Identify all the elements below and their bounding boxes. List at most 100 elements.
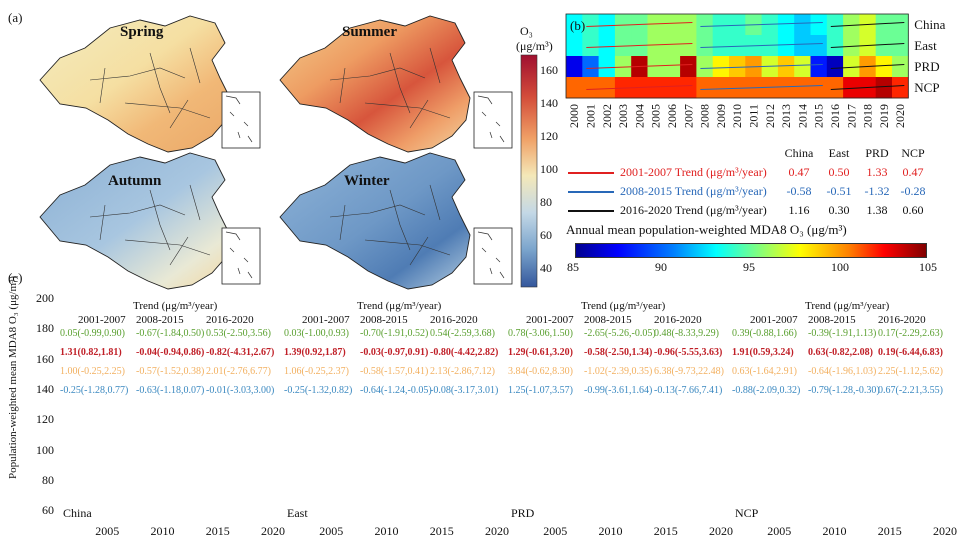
heatmap-cell bbox=[566, 77, 583, 99]
trend-value-cell: -1.02(-2.39,0.35) bbox=[584, 366, 653, 377]
heatmap-cell bbox=[843, 56, 860, 78]
chart-region-name: East bbox=[287, 506, 308, 520]
trend-value-cell: -0.57(-1.52,0.38) bbox=[136, 366, 205, 377]
heatmap-cell bbox=[680, 14, 697, 36]
trend-value-cell: -0.88(-2.09,0.32) bbox=[732, 385, 801, 396]
panel-a-colorbar-units: (μg/m³) bbox=[516, 39, 553, 53]
trend-value-cell: 1.91(0.59,3.24) bbox=[732, 347, 794, 358]
heatmap-cell bbox=[810, 77, 828, 99]
heatmap-cell bbox=[680, 56, 697, 78]
heatmap-trend-line bbox=[586, 22, 693, 27]
panel-a-colorbar-tick: 80 bbox=[540, 195, 552, 209]
heatmap-year-label: 2006 bbox=[665, 104, 679, 128]
trend-value-cell: 1.29(-0.61,3.20) bbox=[508, 347, 573, 358]
trend-value-cell: -0.79(-1.28,-0.30) bbox=[808, 385, 880, 396]
panel-c-ytick: 140 bbox=[36, 382, 54, 397]
trend-value-cell: -0.25(-1.32,0.82) bbox=[284, 385, 353, 396]
trend-table-header: China bbox=[784, 146, 814, 160]
panel-b-colorbar-title: Annual mean population-weighted MDA8 O₃ … bbox=[566, 222, 847, 237]
trend-value: -0.28 bbox=[900, 184, 926, 198]
heatmap-trend-line bbox=[700, 85, 823, 90]
heatmap-region-label: China bbox=[914, 17, 946, 32]
trend-value-cell: -0.58(-2.50,1.34) bbox=[584, 347, 653, 358]
panel-c-xtick: 2020 bbox=[485, 524, 509, 538]
panel-c-ytick: 100 bbox=[36, 442, 54, 457]
heatmap-trend-line bbox=[830, 64, 905, 69]
trend-value-cell: 0.39(-0.88,1.66) bbox=[732, 328, 797, 339]
panel-c-xtick: 2005 bbox=[319, 524, 344, 538]
panel-a-colorbar bbox=[520, 54, 538, 288]
heatmap-cell bbox=[843, 14, 860, 36]
trend-value: -0.51 bbox=[826, 184, 852, 198]
heatmap-cell bbox=[729, 14, 746, 36]
trend-value-cell: 1.00(-0.25,2.25) bbox=[60, 366, 125, 377]
heatmap-year-label: 2012 bbox=[763, 104, 777, 128]
trend-value-cell: -0.25(-1.28,0.77) bbox=[60, 385, 129, 396]
heatmap-cell bbox=[696, 56, 714, 78]
heatmap-cell bbox=[777, 14, 795, 36]
panel-c-xtick: 2005 bbox=[543, 524, 568, 538]
heatmap-cell bbox=[566, 35, 583, 57]
heatmap-year-label: 2007 bbox=[681, 104, 695, 128]
trend-period-label: 2008-2015 bbox=[808, 314, 856, 326]
panel-c-xtick: 2015 bbox=[653, 524, 678, 538]
heatmap-trend-line bbox=[586, 85, 693, 90]
panel-a-colorbar-tick: 160 bbox=[540, 63, 558, 77]
heatmap-cell bbox=[663, 77, 681, 99]
trend-table-header: East bbox=[828, 146, 850, 160]
trend-value: -0.58 bbox=[786, 184, 812, 198]
trend-value-cell: -0.67(-1.84,0.50) bbox=[136, 328, 205, 339]
heatmap-cell bbox=[663, 35, 681, 57]
heatmap-year-label: 2016 bbox=[828, 104, 842, 128]
trend-value-cell: 0.05(-0.99,0.90) bbox=[60, 328, 125, 339]
panel-a-colorbar-title: O₃ bbox=[520, 24, 533, 38]
heatmap-cell bbox=[598, 14, 616, 36]
heatmap-year-label: 2020 bbox=[893, 104, 907, 128]
trend-period-label: 2008-2015 bbox=[360, 314, 408, 326]
heatmap-year-label: 2018 bbox=[861, 104, 875, 128]
trend-title: Trend (μg/m³/year) bbox=[581, 300, 666, 312]
panel-c-xtick: 2010 bbox=[150, 524, 175, 538]
heatmap-trend-line bbox=[700, 64, 823, 69]
heatmap-cell bbox=[875, 77, 893, 99]
heatmap-year-label: 2009 bbox=[714, 104, 728, 128]
heatmap-cell bbox=[892, 14, 909, 36]
heatmap-cell bbox=[843, 35, 860, 57]
heatmap-trend-line bbox=[830, 85, 905, 90]
panel-c-xtick: 2015 bbox=[877, 524, 902, 538]
heatmap-cell bbox=[794, 56, 811, 78]
heatmap-region-label: East bbox=[914, 38, 937, 53]
heatmap-cell bbox=[777, 77, 795, 99]
panel-c-label: (c) bbox=[8, 270, 23, 285]
trend-value-cell: 0.63(-1.64,2.91) bbox=[732, 366, 797, 377]
trend-value-cell: 2.01(-2.76,6.77) bbox=[206, 366, 271, 377]
trend-period-label: 2001-2007 bbox=[302, 314, 350, 326]
heatmap-cell bbox=[810, 35, 828, 57]
panel-a-colorbar-tick: 140 bbox=[540, 96, 558, 110]
heatmap-cell bbox=[843, 77, 860, 99]
heatmap-cell bbox=[712, 77, 730, 99]
season-title-autumn: Autumn bbox=[108, 173, 162, 189]
trend-value-cell: 0.17(-2.29,2.63) bbox=[878, 328, 943, 339]
heatmap-year-label: 2000 bbox=[567, 104, 581, 128]
trend-title: Trend (μg/m³/year) bbox=[357, 300, 442, 312]
panel-c-xtick: 2010 bbox=[822, 524, 847, 538]
line-chart-prd bbox=[506, 0, 728, 250]
heatmap-cell bbox=[566, 14, 583, 36]
heatmap-year-label: 2014 bbox=[795, 104, 809, 128]
trend-value: 0.47 bbox=[788, 165, 810, 179]
panel-a-colorbar-tick: 100 bbox=[540, 162, 558, 176]
panel-b-colorbar-tick: 100 bbox=[831, 260, 849, 274]
panel-c-xtick: 2020 bbox=[261, 524, 285, 538]
heatmap-year-label: 2015 bbox=[812, 104, 826, 128]
panel-b-colorbar bbox=[575, 243, 927, 258]
heatmap-cell bbox=[810, 56, 828, 78]
trend-value-cell: -0.13(-7.66,7.41) bbox=[654, 385, 723, 396]
trend-value-cell: -0.01(-3.03,3.00) bbox=[206, 385, 275, 396]
trend-value-cell: -2.65(-5.26,-0.05) bbox=[584, 328, 656, 339]
heatmap-trend-line bbox=[586, 64, 693, 69]
heatmap-year-label: 2002 bbox=[600, 104, 614, 128]
heatmap-cell bbox=[777, 35, 795, 57]
heatmap-cell bbox=[875, 56, 893, 78]
heatmap-cell bbox=[598, 56, 616, 78]
